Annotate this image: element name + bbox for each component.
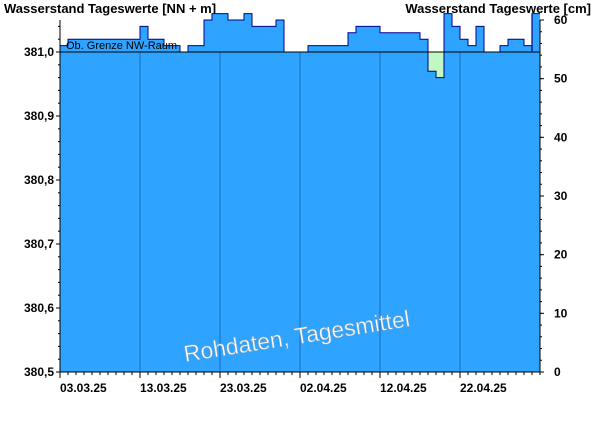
left-tick-label: 380,8 xyxy=(24,173,54,187)
x-tick-label: 13.03.25 xyxy=(140,381,187,395)
right-tick-label: 0 xyxy=(554,365,561,379)
left-tick-label: 380,5 xyxy=(24,365,54,379)
x-tick-label: 23.03.25 xyxy=(220,381,267,395)
right-tick-label: 40 xyxy=(554,130,568,144)
right-tick-label: 10 xyxy=(554,306,568,320)
below-reference-fill xyxy=(436,52,444,78)
x-tick-label: 02.04.25 xyxy=(300,381,347,395)
water-level-edge xyxy=(60,13,540,79)
reference-line-label: Ob. Grenze NW-Raum xyxy=(66,40,177,52)
left-tick-label: 380,6 xyxy=(24,301,54,315)
left-tick-label: 380,7 xyxy=(24,237,54,251)
x-tick-label: 12.04.25 xyxy=(380,381,427,395)
right-tick-label: 50 xyxy=(554,72,568,86)
left-tick-label: 380,9 xyxy=(24,109,54,123)
x-tick-label: 22.04.25 xyxy=(460,381,507,395)
right-axis-title: Wasserstand Tageswerte [cm] xyxy=(405,1,591,16)
below-reference-fill xyxy=(428,52,436,72)
right-tick-label: 30 xyxy=(554,189,568,203)
x-tick-label: 03.03.25 xyxy=(60,381,107,395)
right-tick-label: 60 xyxy=(554,13,568,27)
left-axis-title: Wasserstand Tageswerte [NN + m] xyxy=(4,1,217,16)
plot-area: Ob. Grenze NW-Raum xyxy=(60,13,540,372)
axes: 380,5 380,6 380,7 380,8 380,9 381,0 0 10 20 30 40 5… xyxy=(24,13,568,395)
right-tick-label: 20 xyxy=(554,248,568,262)
left-tick-label: 381,0 xyxy=(24,45,54,59)
